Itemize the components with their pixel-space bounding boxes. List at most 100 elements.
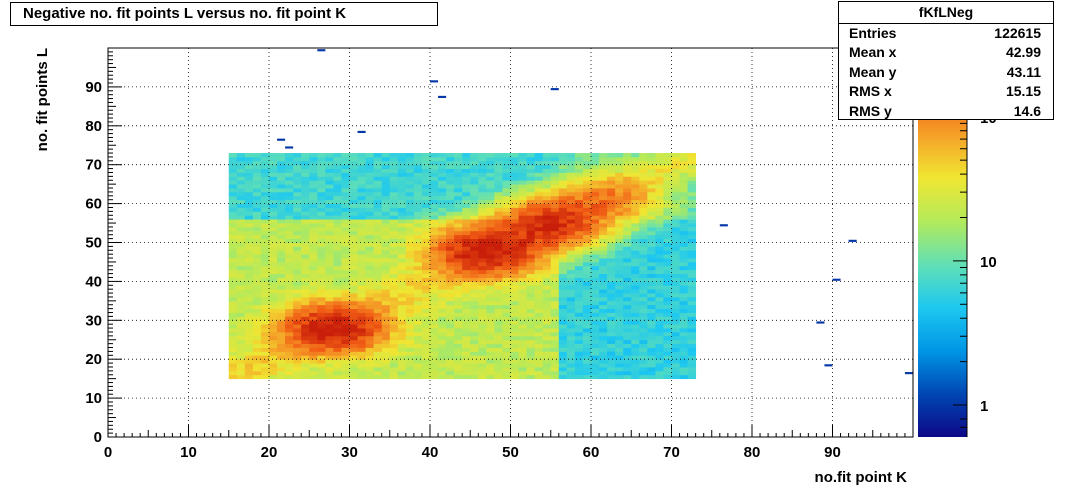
heatmap-cell [285, 215, 294, 220]
heatmap-cell [277, 296, 286, 302]
heatmap-cell [293, 351, 302, 356]
heatmap-cell [591, 269, 600, 275]
heatmap-cell [655, 370, 664, 376]
heatmap-cell [317, 234, 326, 240]
heatmap-cell [679, 312, 688, 317]
heatmap-cell [526, 211, 536, 216]
heatmap-cell [687, 300, 697, 306]
heatmap-cell [647, 351, 656, 356]
heatmap-cell [373, 160, 383, 166]
heatmap-cell [655, 219, 664, 224]
heatmap-cell [607, 191, 616, 197]
heatmap-cell [405, 176, 415, 181]
heatmap-cell [558, 223, 568, 228]
heatmap-cell [631, 343, 640, 348]
heatmap-cell [687, 195, 697, 201]
heatmap-cell [381, 258, 391, 263]
heatmap-cell [309, 308, 318, 313]
heatmap-cell [671, 168, 680, 173]
heatmap-cell [244, 281, 254, 286]
heatmap-cell [599, 238, 608, 243]
heatmap-cell [357, 370, 366, 376]
heatmap-cell [655, 254, 664, 259]
heatmap-cell [558, 238, 568, 243]
heatmap-cell [446, 281, 455, 286]
heatmap-cell [510, 164, 519, 169]
heatmap-cell [655, 242, 664, 247]
heatmap-cell [639, 374, 648, 380]
heatmap-cell [591, 180, 600, 185]
heatmap-cell [631, 273, 640, 278]
heatmap-cell [293, 324, 302, 329]
heatmap-cell [542, 168, 552, 173]
heatmap-cell [301, 339, 310, 345]
heatmap-cell [615, 331, 624, 337]
heatmap-cell [285, 180, 294, 185]
heatmap-cell [542, 296, 552, 302]
heatmap-cell [277, 199, 286, 204]
heatmap-cell [438, 269, 447, 275]
heatmap-cell [574, 296, 584, 302]
heatmap-cell [558, 184, 568, 189]
heatmap-cell [244, 366, 254, 372]
heatmap-cell [599, 180, 608, 185]
heatmap-cell [558, 226, 568, 232]
heatmap-cell [277, 261, 286, 267]
heatmap-cell [607, 188, 616, 193]
heatmap-cell [566, 242, 576, 247]
heatmap-cell [397, 246, 407, 251]
heatmap-cell [454, 254, 463, 259]
heatmap-cell [550, 324, 560, 329]
heatmap-cell [454, 258, 463, 263]
heatmap-cell [526, 172, 536, 177]
heatmap-cell [397, 343, 407, 348]
heatmap-cell [655, 226, 664, 232]
heatmap-cell [421, 355, 431, 360]
heatmap-cell [494, 339, 503, 345]
heatmap-cell [365, 300, 375, 306]
heatmap-cell [526, 230, 536, 236]
heatmap-cell [534, 203, 544, 208]
heatmap-cell [373, 355, 383, 360]
heatmap-cell [631, 320, 640, 325]
heatmap-cell [301, 304, 310, 310]
heatmap-cell [639, 164, 648, 169]
heatmap-cell [277, 226, 286, 232]
heatmap-cell [550, 203, 560, 208]
heatmap-cell [486, 289, 495, 294]
heatmap-cell [430, 324, 439, 329]
heatmap-cell [301, 316, 310, 321]
heatmap-cell [534, 316, 544, 321]
heatmap-cell [405, 269, 415, 275]
heatmap-cell [454, 176, 463, 181]
heatmap-cell [349, 324, 358, 329]
heatmap-cell [494, 273, 503, 278]
heatmap-cell [542, 242, 552, 247]
heatmap-cell [582, 351, 592, 356]
heatmap-cell [421, 261, 431, 267]
heatmap-cell [542, 265, 552, 271]
heatmap-cell [607, 199, 616, 204]
heatmap-cell [381, 223, 391, 228]
heatmap-cell [454, 230, 463, 236]
heatmap-cell [582, 160, 592, 166]
heatmap-cell [285, 370, 294, 376]
heatmap-cell [357, 289, 366, 294]
heatmap-cell [647, 363, 656, 368]
heatmap-cell [639, 359, 648, 364]
heatmap-cell [639, 191, 648, 197]
heatmap-cell [228, 156, 238, 162]
heatmap-cell [591, 156, 600, 162]
heatmap-cell [438, 207, 447, 212]
heatmap-cell [438, 258, 447, 263]
heatmap-cell [542, 199, 552, 204]
heatmap-cell [639, 261, 648, 267]
heatmap-cell [373, 374, 383, 380]
heatmap-cell [381, 277, 391, 282]
heatmap-cell [349, 273, 358, 278]
heatmap-cell [421, 293, 431, 298]
heatmap-cell [333, 328, 342, 333]
heatmap-cell [534, 215, 544, 220]
heatmap-cell [574, 320, 584, 325]
heatmap-cell [502, 265, 511, 271]
